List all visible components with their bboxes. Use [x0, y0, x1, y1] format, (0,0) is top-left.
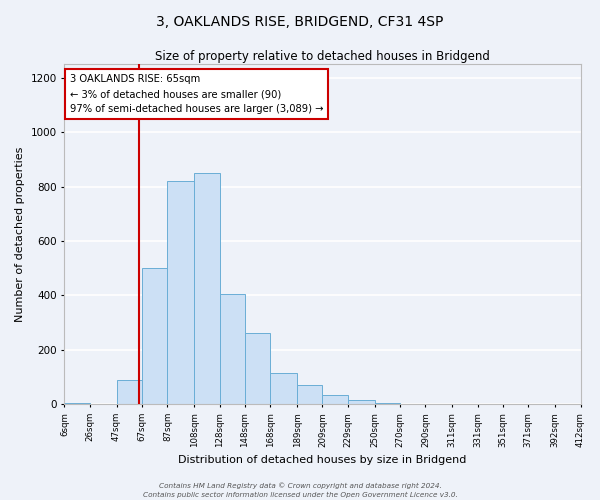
Bar [194, 173, 220, 404]
X-axis label: Distribution of detached houses by size in Bridgend: Distribution of detached houses by size … [178, 455, 467, 465]
Bar [348, 400, 374, 404]
Text: 3, OAKLANDS RISE, BRIDGEND, CF31 4SP: 3, OAKLANDS RISE, BRIDGEND, CF31 4SP [157, 15, 443, 29]
Bar [271, 373, 297, 404]
Text: 3 OAKLANDS RISE: 65sqm
← 3% of detached houses are smaller (90)
97% of semi-deta: 3 OAKLANDS RISE: 65sqm ← 3% of detached … [70, 74, 323, 114]
Bar [220, 294, 245, 404]
Y-axis label: Number of detached properties: Number of detached properties [15, 146, 25, 322]
Title: Size of property relative to detached houses in Bridgend: Size of property relative to detached ho… [155, 50, 490, 63]
Bar [167, 181, 194, 404]
Bar [142, 268, 167, 404]
Bar [374, 403, 400, 404]
Bar [64, 403, 90, 404]
Bar [297, 385, 322, 404]
Text: Contains HM Land Registry data © Crown copyright and database right 2024.
Contai: Contains HM Land Registry data © Crown c… [143, 482, 457, 498]
Bar [245, 334, 271, 404]
Bar [116, 380, 142, 404]
Bar [322, 394, 348, 404]
